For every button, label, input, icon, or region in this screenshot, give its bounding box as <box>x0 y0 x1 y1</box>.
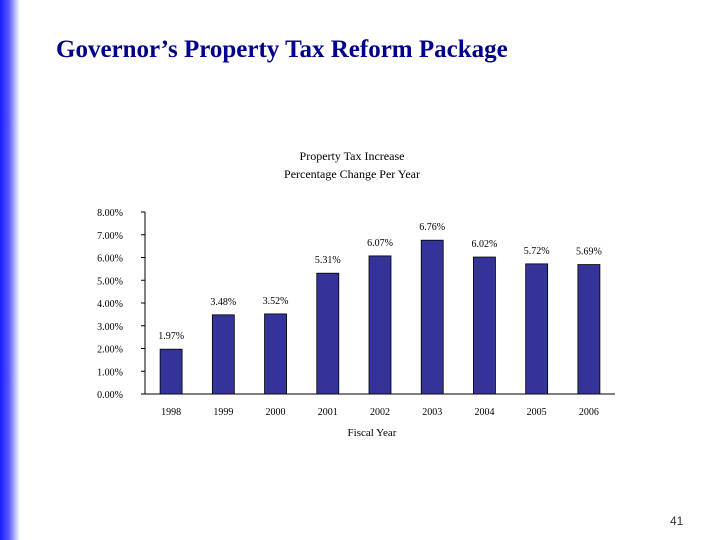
data-label-2004: 6.02% <box>472 239 498 250</box>
bar-2003 <box>420 239 444 395</box>
chart-subtitle: Percentage Change Per Year <box>284 167 420 181</box>
x-tick-label-2002: 2002 <box>370 407 390 418</box>
data-label-2003: 6.76% <box>419 222 445 233</box>
x-tick-label-2005: 2005 <box>527 407 547 418</box>
y-tick-label: 8.00% <box>97 208 123 219</box>
bar-2001 <box>316 272 340 395</box>
y-tick-label: 3.00% <box>97 322 123 333</box>
bar-2000 <box>264 313 287 395</box>
data-label-2002: 6.07% <box>367 238 393 249</box>
y-tick-label: 4.00% <box>97 299 123 310</box>
bar-1998 <box>159 348 183 395</box>
y-tick-label: 7.00% <box>97 231 123 242</box>
y-tick-label: 1.00% <box>97 367 123 378</box>
bar-2005 <box>525 263 549 395</box>
x-tick-label-2000: 2000 <box>266 407 286 418</box>
data-label-2001: 5.31% <box>315 255 341 266</box>
x-tick-label-1998: 1998 <box>161 407 181 418</box>
data-label-2000: 3.52% <box>263 296 289 307</box>
x-axis-label: Fiscal Year <box>348 427 397 439</box>
bar-2004 <box>473 256 496 395</box>
page-number: 41 <box>670 514 684 528</box>
x-tick-label-1999: 1999 <box>213 407 233 418</box>
data-label-2006: 5.69% <box>576 247 602 258</box>
data-label-2005: 5.72% <box>524 246 550 257</box>
y-tick-label: 2.00% <box>97 345 123 356</box>
bars <box>159 239 601 395</box>
bar-data-labels: 1.97% 3.48% 3.52% 5.31% 6.07% 6.76% 6.02% 5.72%… <box>158 222 602 342</box>
y-tick-label: 0.00% <box>97 390 123 401</box>
y-tick-label: 6.00% <box>97 254 123 265</box>
x-axis-ticks: 1998 1999 2000 2001 2002 2003 2004 2005 2006 <box>161 407 599 418</box>
x-tick-label-2001: 2001 <box>318 407 338 418</box>
data-label-1999: 3.48% <box>210 297 236 308</box>
slide-title: Governor’s Property Tax Reform Package <box>56 36 508 63</box>
x-tick-label-2004: 2004 <box>474 407 494 418</box>
bar-2006 <box>577 264 601 395</box>
y-axis-ticks: 0.00% 1.00% 2.00% 3.00% 4.00% 5.00% 6.00% 7.00%… <box>97 208 145 401</box>
bar-2002 <box>368 255 392 395</box>
data-label-1998: 1.97% <box>158 331 184 342</box>
x-tick-label-2006: 2006 <box>579 407 599 418</box>
side-gradient-bar <box>0 0 20 540</box>
x-tick-label-2003: 2003 <box>422 407 442 418</box>
y-tick-label: 5.00% <box>97 276 123 287</box>
chart-title: Property Tax Increase <box>300 149 405 163</box>
bar-1999 <box>211 314 235 395</box>
